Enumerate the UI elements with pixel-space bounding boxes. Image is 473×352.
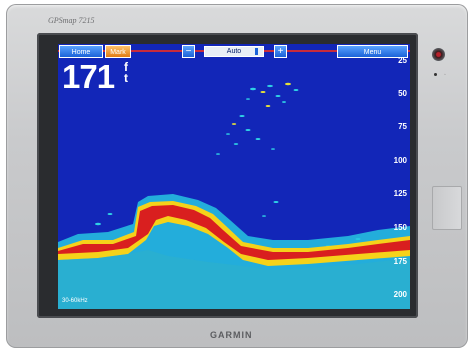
sonar-echo-display: [58, 82, 410, 309]
home-button[interactable]: Home: [59, 45, 103, 58]
bottom-strong-return: [58, 205, 410, 260]
fish-echo-cluster: [95, 82, 361, 247]
gain-mode-label: Auto: [226, 48, 242, 55]
sonar-toolbar: Home Mark − Auto + Menu: [58, 44, 410, 59]
depth-readout: 171: [62, 58, 115, 95]
sd-card-door[interactable]: [432, 186, 462, 230]
gain-decrease-button[interactable]: −: [182, 45, 195, 58]
model-label: GPSmap 7215: [48, 16, 95, 25]
depth-unit-letter: t: [124, 71, 128, 85]
gain-slider-knob[interactable]: [255, 48, 258, 55]
depth-scale-tick: 75: [398, 122, 407, 131]
depth-scale-tick: 200: [393, 290, 407, 299]
sensor-mark: ◦: [444, 72, 446, 78]
depth-unit-letter: f: [124, 60, 128, 74]
frequency-label: 30-60kHz: [62, 298, 88, 304]
depth-scale-tick: 50: [398, 89, 407, 98]
light-sensor: [434, 73, 437, 76]
gain-mode-control[interactable]: Auto: [204, 46, 264, 57]
depth-scale-tick: 150: [393, 223, 407, 232]
depth-scale-tick: 125: [393, 189, 407, 198]
brand-logo: GARMIN: [210, 330, 253, 340]
depth-scale-tick: 100: [393, 156, 407, 165]
mark-button[interactable]: Mark: [105, 45, 131, 58]
depth-scale-tick: 25: [398, 56, 407, 65]
bottom-deep-clutter: [58, 250, 410, 309]
gain-increase-button[interactable]: +: [274, 45, 287, 58]
menu-button[interactable]: Menu: [337, 45, 408, 58]
depth-scale-tick: 175: [393, 257, 407, 266]
power-button[interactable]: [432, 48, 445, 61]
